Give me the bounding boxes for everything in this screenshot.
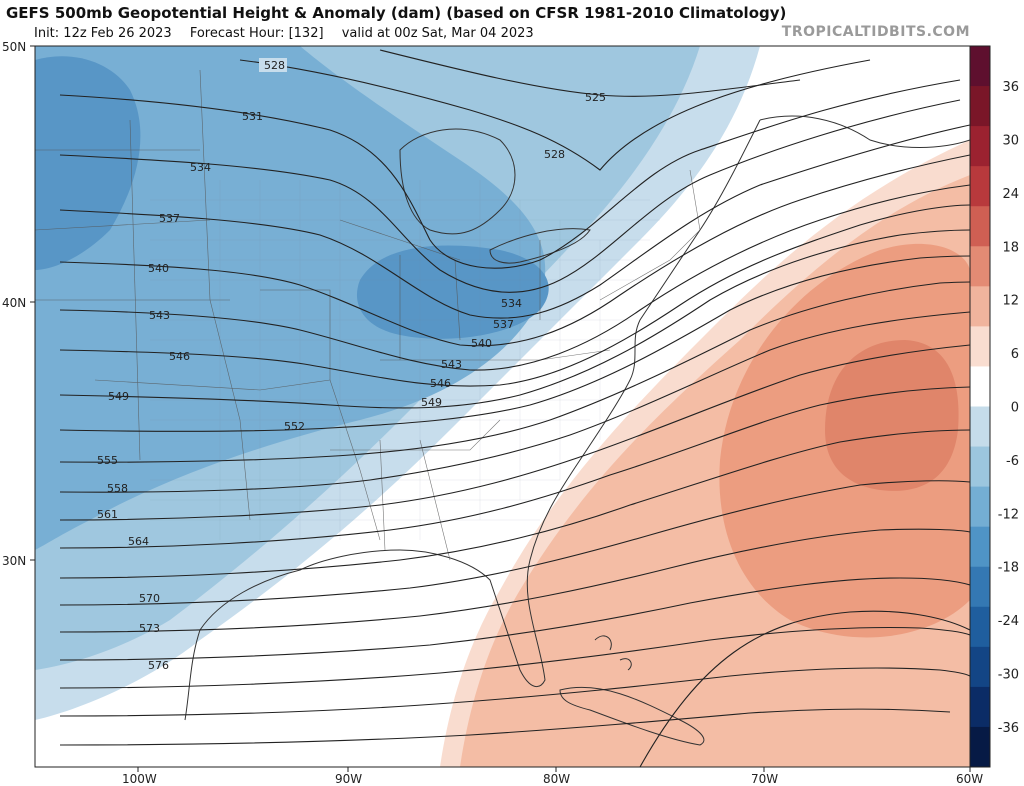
- height-contours: [59, 49, 970, 767]
- contour-labels: 528 525 531 528 534 537 540 534 537 543 …: [97, 58, 606, 672]
- contour-label: 543: [149, 309, 170, 322]
- colorbar-segment: [970, 46, 990, 87]
- contour-label: 528: [544, 148, 565, 161]
- colorbar-tick-label: 30: [1002, 133, 1019, 148]
- colorbar-labels: 36 30 24 18 12 6 0 -6 -12 -18 -24 -30 -36: [998, 80, 1019, 736]
- colorbar-segment: [970, 566, 990, 608]
- contour-label: 531: [242, 110, 263, 123]
- colorbar-tick-label: 6: [1011, 347, 1019, 362]
- init-time: Init: 12z Feb 26 2023: [34, 26, 172, 41]
- great-lakes-outline: [399, 128, 516, 235]
- colorbar-segment: [970, 326, 990, 367]
- colorbar-segment: [970, 166, 990, 207]
- contour-label: 525: [585, 91, 606, 104]
- lon-label-80w: 80W: [543, 772, 570, 786]
- brand-watermark: TROPICALTIDBITS.COM: [781, 24, 970, 40]
- contour-label: 576: [148, 659, 169, 672]
- contour-label: 534: [501, 297, 522, 310]
- lon-label-70w: 70W: [751, 772, 778, 786]
- colorbar-segment: [970, 686, 990, 728]
- bahamas-outline: [594, 635, 632, 671]
- colorbar-tick-label: 36: [1002, 80, 1019, 95]
- colorbar-segment: [970, 526, 990, 568]
- contour-label: 534: [190, 161, 211, 174]
- colorbar-segment: [970, 606, 990, 648]
- lon-label-60w: 60W: [956, 772, 983, 786]
- contour-label: 540: [471, 337, 492, 350]
- colorbar-tick-label: -30: [998, 668, 1019, 683]
- contour-label: 570: [139, 592, 160, 605]
- colorbar-segment: [970, 446, 990, 488]
- lat-label-30n: 30N: [2, 554, 26, 568]
- lon-label-90w: 90W: [335, 772, 362, 786]
- colorbar-segment: [970, 486, 990, 528]
- contour-label: 555: [97, 454, 118, 467]
- canada-maritimes-coastline: [759, 115, 970, 148]
- colorbar-tick-label: 24: [1002, 187, 1019, 202]
- colorbar-segment: [970, 406, 990, 448]
- colorbar-segment: [970, 286, 990, 327]
- negative-anomaly-field: [35, 46, 760, 720]
- state-borders: [35, 69, 701, 561]
- colorbar-frame: [969, 45, 991, 768]
- coastlines: [184, 115, 970, 746]
- anomaly-minus-18: [35, 46, 546, 550]
- contour-label: 573: [139, 622, 160, 635]
- anomaly-minus-24-west: [35, 56, 141, 270]
- cuba-outline: [559, 686, 705, 746]
- contour-label: 537: [493, 318, 514, 331]
- colorbar-tick-label: -24: [998, 614, 1019, 629]
- contour-label: 558: [107, 482, 128, 495]
- contour-label: 543: [441, 358, 462, 371]
- contour-label: 561: [97, 508, 118, 521]
- page-title: GEFS 500mb Geopotential Height & Anomaly…: [6, 4, 787, 22]
- us-east-coastline: [184, 119, 761, 721]
- contour-label: 537: [159, 212, 180, 225]
- colorbar-segment: [970, 126, 990, 167]
- lat-label-50n: 50N: [2, 40, 26, 54]
- colorbar-tick-label: 12: [1002, 294, 1019, 309]
- contour-label: 549: [421, 396, 442, 409]
- colorbar-tick-label: -18: [998, 561, 1019, 576]
- anomaly-plus-24: [825, 340, 959, 491]
- colorbar-segment: [970, 206, 990, 247]
- anomaly-colorbar: [969, 45, 991, 768]
- contour-label: 549: [108, 390, 129, 403]
- lat-label-40n: 40N: [2, 296, 26, 310]
- colorbar-segment: [970, 86, 990, 127]
- contour-label: 528: [264, 59, 285, 72]
- colorbar-tick-label: 0: [1011, 401, 1019, 416]
- lake-erie-outline: [489, 228, 591, 264]
- county-grid: [150, 180, 660, 540]
- colorbar-segment: [970, 246, 990, 287]
- contour-label: 540: [148, 262, 169, 275]
- contour-label: 546: [430, 377, 451, 390]
- contour-label: 552: [284, 420, 305, 433]
- contour-label: 564: [128, 535, 149, 548]
- colorbar-tick-label: -12: [998, 507, 1019, 522]
- colorbar-tick-label: -36: [998, 721, 1019, 736]
- colorbar-segment: [970, 726, 990, 768]
- colorbar-segment: [970, 646, 990, 688]
- lon-label-100w: 100W: [122, 772, 157, 786]
- colorbar-tick-label: -6: [1006, 454, 1019, 469]
- contour-label: 546: [169, 350, 190, 363]
- map-area: 528 525 531 528 534 537 540 534 537 543 …: [35, 46, 970, 767]
- colorbar-tick-label: 18: [1002, 240, 1019, 255]
- contour-label-bg: [259, 58, 287, 72]
- valid-time: valid at 00z Sat, Mar 04 2023: [341, 26, 534, 41]
- forecast-hour: Forecast Hour: [132]: [189, 26, 324, 41]
- colorbar-segment: [970, 366, 990, 407]
- run-info: Init: 12z Feb 26 2023 Forecast Hour: [13…: [34, 26, 548, 41]
- anomaly-minus-24-center: [356, 245, 549, 339]
- axis-ticks: [30, 45, 971, 772]
